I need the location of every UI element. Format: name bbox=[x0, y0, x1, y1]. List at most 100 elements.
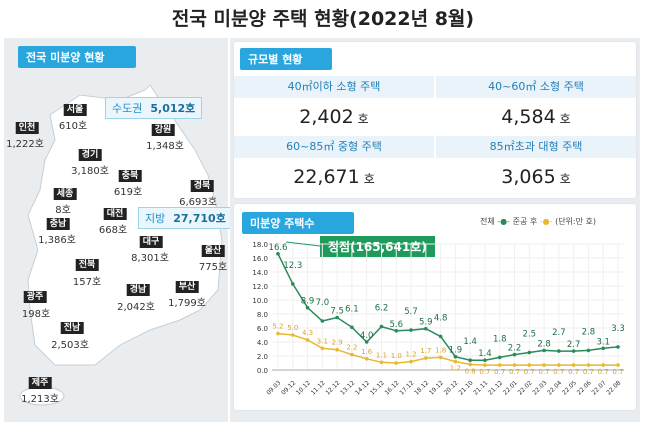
size-value: 22,671 bbox=[293, 166, 360, 188]
data-point bbox=[468, 362, 472, 367]
size-tab: 규모별 현황 bbox=[240, 48, 332, 70]
data-point bbox=[527, 350, 532, 355]
data-point bbox=[586, 363, 591, 367]
data-point bbox=[453, 354, 458, 359]
x-tick-label: 22.02 bbox=[517, 379, 534, 396]
region-value: 1,799호 bbox=[168, 298, 206, 309]
data-point bbox=[276, 252, 280, 256]
data-label: 1.7 bbox=[420, 347, 431, 355]
x-tick-label: 16.12 bbox=[384, 379, 401, 396]
data-label: 6.2 bbox=[375, 304, 389, 314]
capital-label: 수도권 bbox=[112, 102, 143, 115]
region-value: 157호 bbox=[72, 277, 102, 288]
data-label: 5.2 bbox=[272, 323, 283, 331]
region-value: 8호 bbox=[55, 205, 71, 216]
page-title: 전국 미분양 주택 현황(2022년 8월) bbox=[171, 8, 475, 30]
data-point bbox=[571, 349, 576, 353]
region-label: 충남 bbox=[46, 218, 70, 230]
y-tick-label: 2.0 bbox=[257, 353, 268, 361]
x-tick-label: 22.01 bbox=[502, 379, 519, 396]
x-tick-label: 17.12 bbox=[398, 379, 415, 396]
region-label: 충북 bbox=[118, 170, 142, 182]
region-value: 1,222호 bbox=[6, 139, 44, 150]
region-value: 1,213호 bbox=[21, 394, 59, 405]
legend-total-label: 전체 bbox=[480, 217, 495, 226]
data-label: 1.2 bbox=[450, 365, 461, 373]
data-label: 1.8 bbox=[435, 346, 446, 354]
provinces-summary: 지방 27,710호 bbox=[138, 207, 233, 229]
region-value: 198호 bbox=[21, 309, 51, 320]
data-label: 16.6 bbox=[269, 243, 288, 253]
provinces-value: 27,710호 bbox=[173, 212, 226, 225]
x-tick-label: 10.12 bbox=[295, 379, 312, 396]
x-tick-label: 22.08 bbox=[605, 379, 622, 396]
region-value: 1,348호 bbox=[146, 141, 184, 152]
y-tick-label: 6.0 bbox=[257, 325, 268, 333]
data-label: 0.7 bbox=[479, 368, 490, 376]
region-value: 668호 bbox=[98, 225, 128, 236]
line-chart: 0.0 2.0 4.0 6.0 8.0 10.0 12.0 14.0 16.0 18.0 09.03… bbox=[252, 241, 624, 397]
data-point bbox=[557, 363, 561, 367]
data-label: 0.7 bbox=[612, 368, 623, 376]
data-label: 2.9 bbox=[332, 339, 343, 347]
data-label: 0.7 bbox=[583, 368, 594, 376]
data-label: 2.8 bbox=[582, 327, 596, 337]
size-unit: 호 bbox=[357, 112, 369, 126]
data-point bbox=[616, 363, 620, 367]
legend-completed-label: 준공 후 bbox=[512, 217, 538, 226]
y-tick-label: 14.0 bbox=[252, 269, 268, 277]
data-point bbox=[409, 328, 413, 332]
region-label: 전북 bbox=[75, 259, 99, 271]
data-point bbox=[512, 363, 517, 367]
x-tick-label: 22.06 bbox=[576, 379, 593, 396]
region-label: 세종 bbox=[53, 188, 77, 200]
data-label: 2.7 bbox=[552, 328, 566, 338]
region-label: 광주 bbox=[23, 291, 47, 303]
region-label: 경기 bbox=[78, 149, 102, 161]
data-label: 2.2 bbox=[346, 344, 357, 352]
x-tick-label: 09.03 bbox=[265, 379, 282, 396]
size-cell-4: 85㎡초과 대형 주택 3,065 호 bbox=[436, 136, 636, 188]
data-label: 2.7 bbox=[567, 340, 581, 350]
region-label: 대구 bbox=[139, 236, 163, 248]
region-value: 3,180호 bbox=[71, 166, 109, 177]
x-tick-label: 20.12 bbox=[443, 379, 460, 396]
x-tick-label: 21.11 bbox=[472, 379, 489, 396]
region-value: 610호 bbox=[58, 121, 88, 132]
data-point bbox=[438, 334, 443, 339]
data-label: 0.7 bbox=[524, 368, 535, 376]
region-label: 인천 bbox=[15, 122, 39, 134]
region-label: 경북 bbox=[190, 180, 214, 192]
data-label: 1.6 bbox=[361, 348, 373, 356]
data-point bbox=[438, 355, 443, 360]
data-point bbox=[527, 363, 532, 367]
callout-pointer bbox=[285, 241, 321, 247]
data-label: 2.8 bbox=[537, 339, 551, 349]
legend-total-marker: -●- bbox=[497, 217, 511, 226]
data-point bbox=[497, 363, 502, 367]
data-label: 1.1 bbox=[376, 351, 387, 359]
region-label: 부산 bbox=[175, 281, 199, 293]
data-point bbox=[468, 358, 472, 362]
data-point bbox=[557, 349, 561, 353]
data-point bbox=[320, 319, 325, 323]
data-label: 0.7 bbox=[494, 368, 505, 376]
data-label: 7.0 bbox=[316, 298, 330, 308]
data-label: 1.0 bbox=[391, 352, 402, 360]
x-tick-label: 19.12 bbox=[428, 379, 445, 396]
data-label: 1.8 bbox=[493, 334, 507, 344]
series-line-total bbox=[277, 253, 619, 361]
data-point bbox=[586, 348, 591, 353]
data-point bbox=[364, 357, 369, 361]
y-tick-label: 10.0 bbox=[252, 297, 268, 305]
data-label: 1.4 bbox=[478, 349, 492, 359]
chart-tab: 미분양 주택수 bbox=[242, 212, 354, 234]
data-label: 5.9 bbox=[419, 318, 433, 328]
data-point bbox=[335, 315, 339, 320]
data-label: 0.7 bbox=[553, 368, 564, 376]
data-label: 5.7 bbox=[404, 307, 418, 317]
data-point bbox=[305, 305, 310, 310]
x-tick-label: 15.12 bbox=[369, 379, 386, 396]
capital-value: 5,012호 bbox=[150, 102, 196, 115]
region-value: 1,386호 bbox=[38, 235, 76, 246]
